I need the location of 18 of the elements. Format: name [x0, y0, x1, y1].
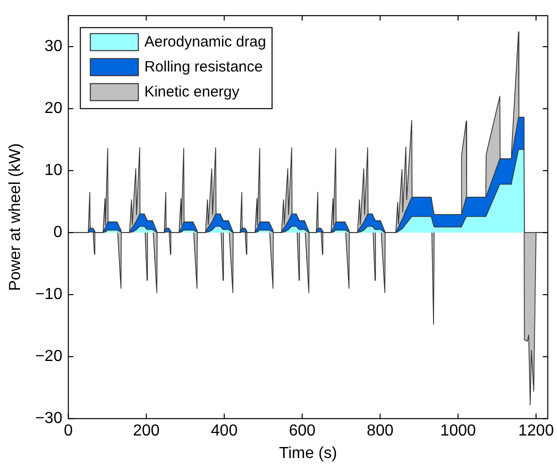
- y-tick-label: 30: [44, 38, 62, 56]
- x-tick-label: 1200: [518, 422, 554, 440]
- x-tick-label: 200: [132, 422, 160, 440]
- y-tick-label: 20: [44, 100, 62, 118]
- x-axis-title: Time (s): [279, 444, 338, 462]
- y-tick-label: −10: [35, 286, 62, 304]
- legend-label: Kinetic energy: [144, 84, 240, 101]
- y-tick-label: 0: [53, 224, 62, 242]
- legend-label: Rolling resistance: [144, 58, 263, 76]
- x-tick-label: 1000: [440, 422, 476, 440]
- y-tick-label: −20: [35, 348, 62, 366]
- x-tick-label: 600: [288, 422, 316, 440]
- y-tick-label: 10: [44, 162, 62, 180]
- y-tick-label: −30: [35, 410, 62, 428]
- x-tick-label: 400: [210, 422, 238, 440]
- x-tick-label: 800: [366, 422, 394, 440]
- legend-label: Aerodynamic drag: [144, 34, 266, 51]
- y-axis-title: Power at wheel (kW): [7, 143, 24, 291]
